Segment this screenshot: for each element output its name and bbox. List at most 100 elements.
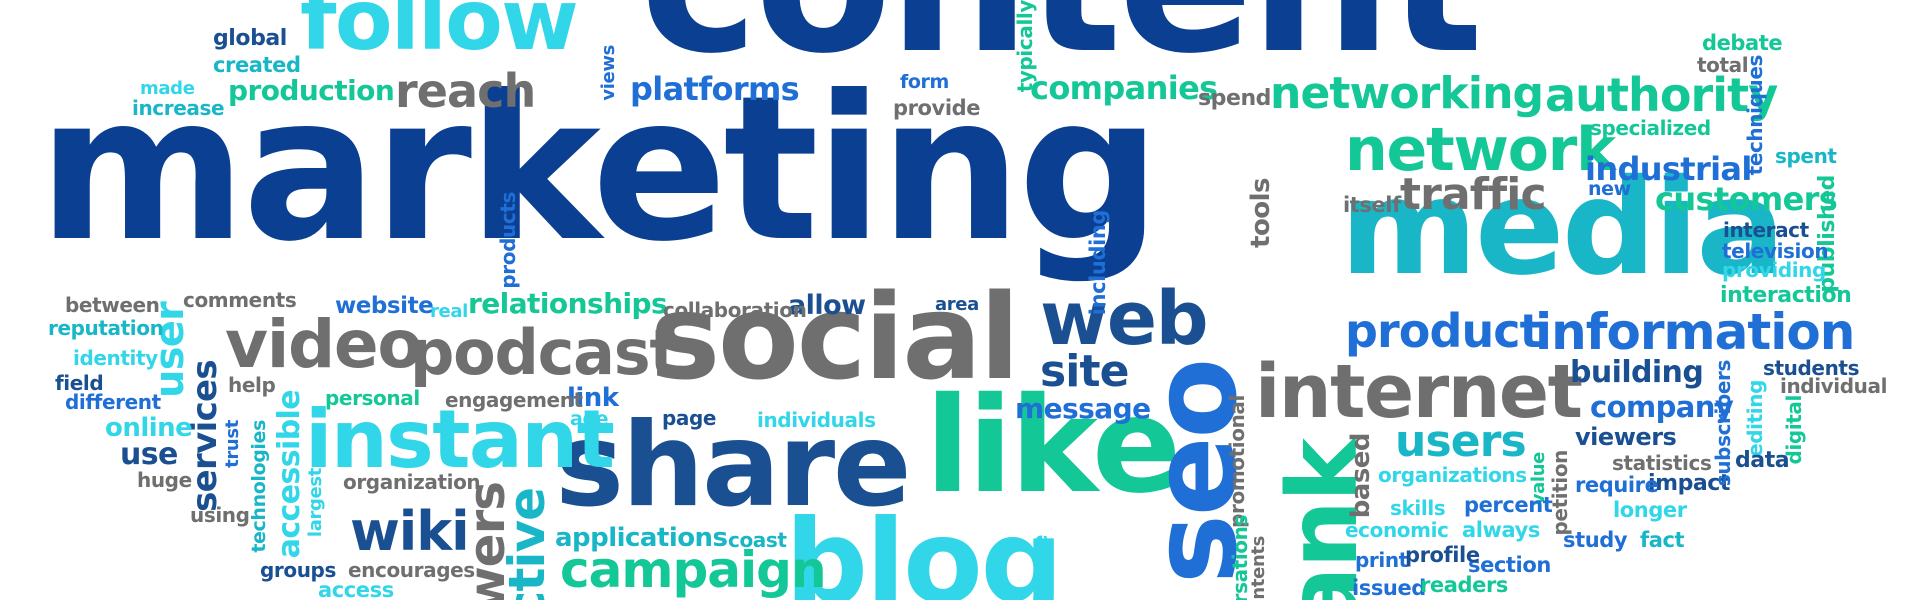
word-platforms: platforms bbox=[630, 70, 800, 108]
word-contents: contents bbox=[1248, 536, 1269, 600]
word-using: using bbox=[190, 503, 250, 527]
word-share: share bbox=[555, 398, 912, 533]
word-like: like bbox=[925, 369, 1181, 523]
word-increase: increase bbox=[132, 96, 225, 120]
word-data: data bbox=[1735, 448, 1790, 473]
word-web: web bbox=[1040, 276, 1209, 362]
word-techniques: techniques bbox=[1743, 55, 1767, 176]
word-views: views bbox=[598, 45, 619, 101]
word-editing: editing bbox=[1743, 380, 1767, 457]
word-website: website bbox=[335, 293, 434, 319]
word-age: age bbox=[570, 408, 609, 430]
word-spent: spent bbox=[1775, 144, 1837, 168]
word-print: print bbox=[1355, 548, 1408, 572]
word-video: video bbox=[225, 306, 423, 383]
word-reputation: reputation bbox=[48, 316, 164, 340]
word-tools: tools bbox=[1246, 178, 1276, 248]
word-conversations: conversations bbox=[1228, 515, 1252, 600]
word-page: page bbox=[662, 406, 717, 430]
word-individuals: individuals bbox=[757, 408, 876, 432]
word-use: use bbox=[120, 437, 178, 472]
word-providing: providing bbox=[1722, 258, 1826, 282]
word-help: help bbox=[228, 373, 276, 397]
word-promotional: promotional bbox=[1225, 395, 1249, 528]
word-interaction: interaction bbox=[1720, 283, 1852, 308]
word-encourages: encourages bbox=[348, 558, 475, 582]
word-blog: blog bbox=[785, 495, 1064, 600]
word-coast: coast bbox=[728, 528, 787, 552]
word-powers: powers bbox=[458, 482, 516, 600]
word-specialized: specialized bbox=[1590, 116, 1711, 140]
word-industrial: industrial bbox=[1585, 150, 1752, 188]
word-largest: largest bbox=[305, 468, 326, 538]
word-users: users bbox=[1395, 416, 1527, 467]
word-trust: trust bbox=[222, 420, 243, 468]
word-campaign: campaign bbox=[560, 541, 827, 599]
word-site: site bbox=[1040, 346, 1130, 397]
word-services: services bbox=[185, 360, 225, 512]
word-online: online bbox=[105, 413, 193, 443]
word-longer: longer bbox=[1613, 498, 1687, 522]
word-huge: huge bbox=[137, 468, 192, 492]
word-networking: networking bbox=[1270, 68, 1544, 119]
word-product: product bbox=[1345, 304, 1542, 358]
word-technologies: technologies bbox=[248, 420, 270, 553]
word-social: social bbox=[650, 268, 1020, 406]
word-wiki: wiki bbox=[350, 500, 470, 563]
word-statistics: statistics bbox=[1612, 451, 1712, 475]
word-network: network bbox=[1345, 115, 1616, 185]
word-link: link bbox=[567, 383, 619, 413]
word-profile: profile bbox=[1405, 543, 1480, 567]
word-organizations: organizations bbox=[1378, 463, 1527, 487]
word-typically: typically bbox=[1013, 0, 1037, 93]
word-follow: follow bbox=[300, 0, 579, 69]
word-individual: individual bbox=[1780, 374, 1888, 398]
word-collaboration: collaboration bbox=[663, 298, 807, 322]
word-content: content bbox=[640, 0, 1484, 82]
word-study: study bbox=[1563, 528, 1628, 552]
word-fact: fact bbox=[1640, 528, 1685, 552]
word-building: building bbox=[1570, 355, 1704, 390]
word-based: based bbox=[1346, 433, 1376, 519]
word-readers: readers bbox=[1420, 573, 1508, 597]
word-products: products bbox=[496, 192, 520, 289]
word-personal: personal bbox=[325, 386, 420, 410]
word-global: global bbox=[213, 26, 287, 51]
word-internet: internet bbox=[1255, 349, 1583, 435]
word-organization: organization bbox=[343, 470, 481, 494]
word-economic: economic bbox=[1345, 518, 1449, 542]
word-skills: skills bbox=[1390, 496, 1446, 520]
word-spend: spend bbox=[1198, 86, 1271, 111]
word-engagement: engagement bbox=[445, 388, 583, 412]
word-message: message bbox=[1015, 392, 1151, 425]
word-students: students bbox=[1763, 356, 1860, 380]
word-itself: itself bbox=[1343, 193, 1401, 217]
word-area: area bbox=[935, 294, 979, 315]
word-television: television bbox=[1722, 239, 1829, 263]
word-allow: allow bbox=[788, 290, 866, 321]
word-podcast: podcast bbox=[410, 316, 679, 389]
word-require: require bbox=[1575, 473, 1659, 497]
word-form: form bbox=[900, 71, 949, 93]
word-traffic: traffic bbox=[1400, 169, 1547, 220]
word-issued: issued bbox=[1352, 576, 1426, 600]
word-real: real bbox=[430, 301, 468, 322]
word-made: made bbox=[140, 78, 195, 99]
word-section: section bbox=[1468, 553, 1551, 577]
word-new: new bbox=[1588, 178, 1631, 200]
word-access: access bbox=[318, 578, 394, 600]
word-presence: presence bbox=[1028, 535, 1052, 600]
word-created: created bbox=[213, 53, 301, 77]
word-debate: debate bbox=[1702, 31, 1783, 55]
word-customers: customers bbox=[1655, 180, 1838, 218]
word-accessible: accessible bbox=[272, 390, 307, 559]
word-including: including bbox=[1086, 210, 1110, 316]
word-percent: percent bbox=[1464, 493, 1553, 517]
word-applications: applications bbox=[555, 523, 728, 553]
word-companies: companies bbox=[1030, 69, 1218, 107]
word-different: different bbox=[65, 390, 161, 414]
word-reach: reach bbox=[395, 64, 536, 118]
word-field: field bbox=[55, 371, 104, 395]
word-interact: interact bbox=[1723, 218, 1809, 242]
word-company: company bbox=[1590, 390, 1734, 424]
